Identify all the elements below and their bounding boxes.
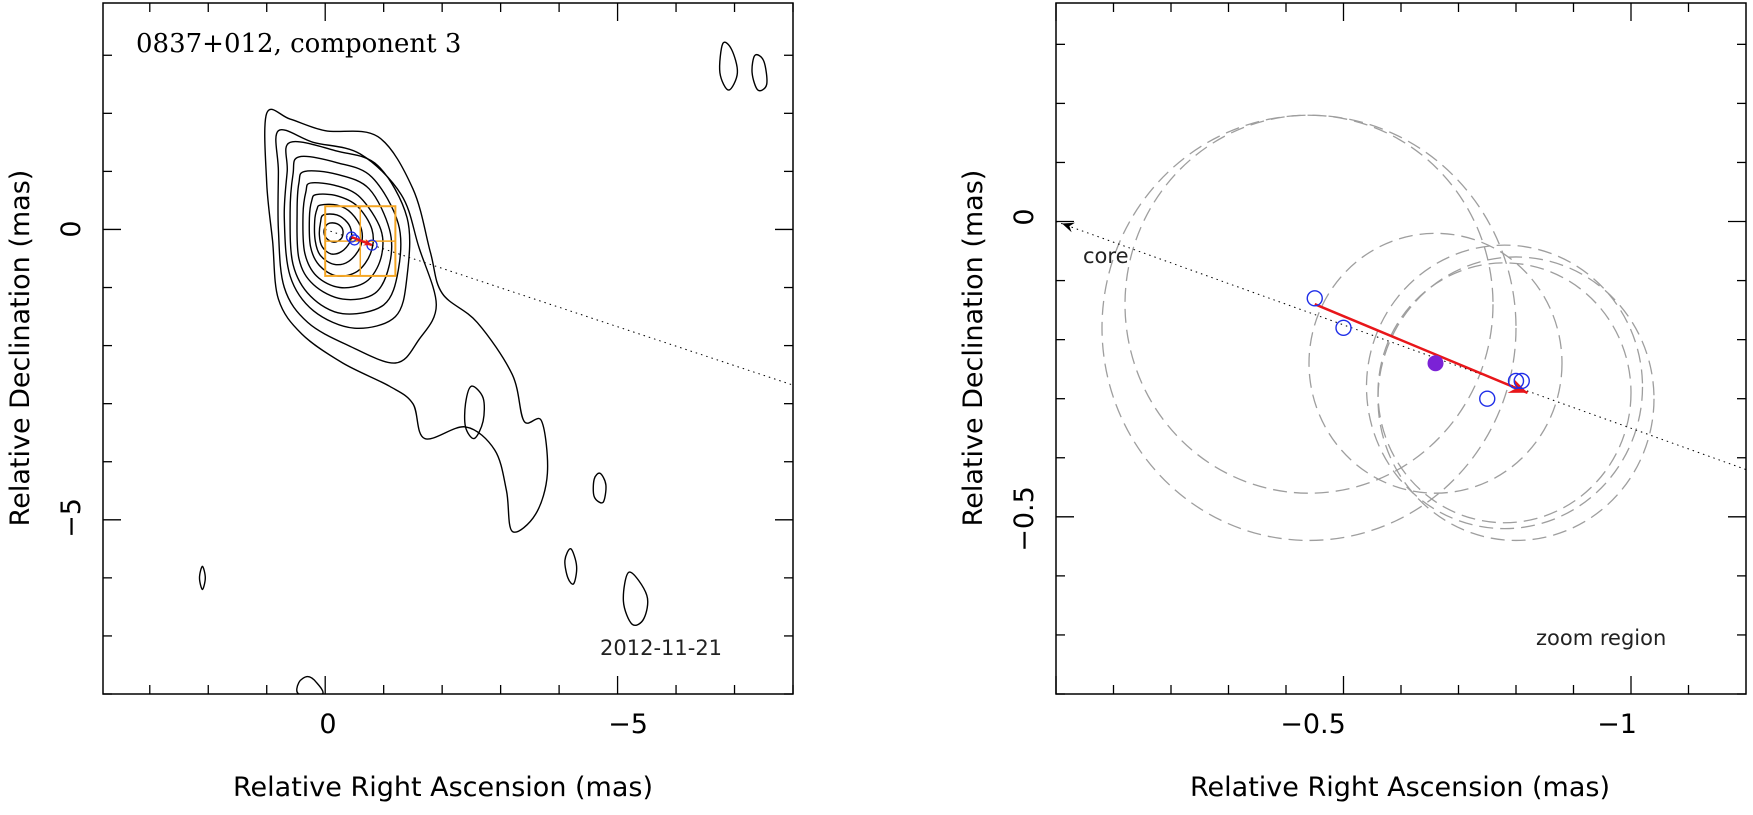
filled-mean-point (1427, 355, 1444, 372)
dashed-circle (1124, 114, 1494, 494)
left-y-tick-label-1: −5 (56, 498, 87, 538)
left-x-axis-label: Relative Right Ascension (mas) (233, 772, 653, 803)
open-circle-point (1335, 319, 1352, 337)
dashed-circle (1308, 232, 1563, 494)
contour-island-f (751, 53, 768, 92)
left-y-tick-label-0: 0 (56, 220, 87, 237)
right-y-tick-label-0: 0 (1009, 208, 1040, 225)
right-y-tick-label-1: −0.5 (1009, 486, 1040, 552)
open-circle-point (1507, 372, 1525, 390)
contour-island-e (718, 41, 739, 91)
core-annotation: core (1083, 244, 1129, 268)
contour-c10 (323, 222, 344, 243)
left-x-tick-label-1: −5 (608, 709, 648, 740)
contour-island-g (198, 565, 207, 591)
left-x-tick-label-0: 0 (319, 709, 336, 740)
fit-arrowhead (1507, 378, 1528, 393)
contour-c3 (283, 140, 411, 330)
left-ticks (103, 3, 794, 695)
right-x-tick-label-1: −1 (1597, 709, 1637, 740)
right-plot-frame (1055, 2, 1747, 695)
contour-c5 (296, 170, 393, 301)
zoom-region-annotation: zoom region (1536, 626, 1666, 650)
contour-c4 (289, 155, 402, 315)
right-dotted-line (1056, 221, 1746, 471)
open-circle-point (1513, 372, 1530, 390)
left-panel: 0837+012, component 3 2012-11-21 Relativ… (5, 2, 794, 803)
contour-island-d (622, 571, 649, 626)
contour-island-c (564, 548, 578, 585)
left-component-point (345, 231, 358, 243)
right-ticks (1055, 3, 1746, 695)
contour-island-h (296, 675, 324, 694)
plot-title: 0837+012, component 3 (136, 29, 461, 59)
contour-island-b (592, 472, 607, 504)
right-overlay (1056, 221, 1746, 471)
left-y-axis-label: Relative Declination (mas) (5, 170, 36, 527)
contour-group (198, 41, 768, 694)
right-y-axis-label: Relative Declination (mas) (958, 170, 989, 527)
core-arrowhead (1062, 222, 1075, 233)
dashed-circle (1365, 244, 1644, 530)
open-circle-point (1306, 290, 1323, 307)
contour-c9 (318, 213, 353, 255)
left-overlay (324, 205, 793, 386)
dashed-circle (1101, 114, 1517, 542)
contour-c8 (313, 203, 363, 266)
fit-arrow (1314, 303, 1528, 394)
left-plot-frame (102, 2, 794, 695)
right-x-axis-label: Relative Right Ascension (mas) (1190, 772, 1610, 803)
left-jet-arrowhead (362, 238, 372, 246)
contour-c2 (275, 128, 438, 364)
right-panel: core zoom region Relative Right Ascensio… (958, 2, 1747, 803)
right-x-tick-label-0: −0.5 (1280, 709, 1346, 740)
contour-c6 (302, 181, 384, 289)
dashed-circle-group (1101, 114, 1655, 542)
open-circle-point (1479, 390, 1496, 407)
dashed-circle (1377, 262, 1632, 524)
contour-island-a (463, 385, 486, 440)
dashed-circle (1377, 256, 1655, 542)
contour-c1 (264, 108, 549, 533)
date-label: 2012-11-21 (600, 636, 722, 660)
